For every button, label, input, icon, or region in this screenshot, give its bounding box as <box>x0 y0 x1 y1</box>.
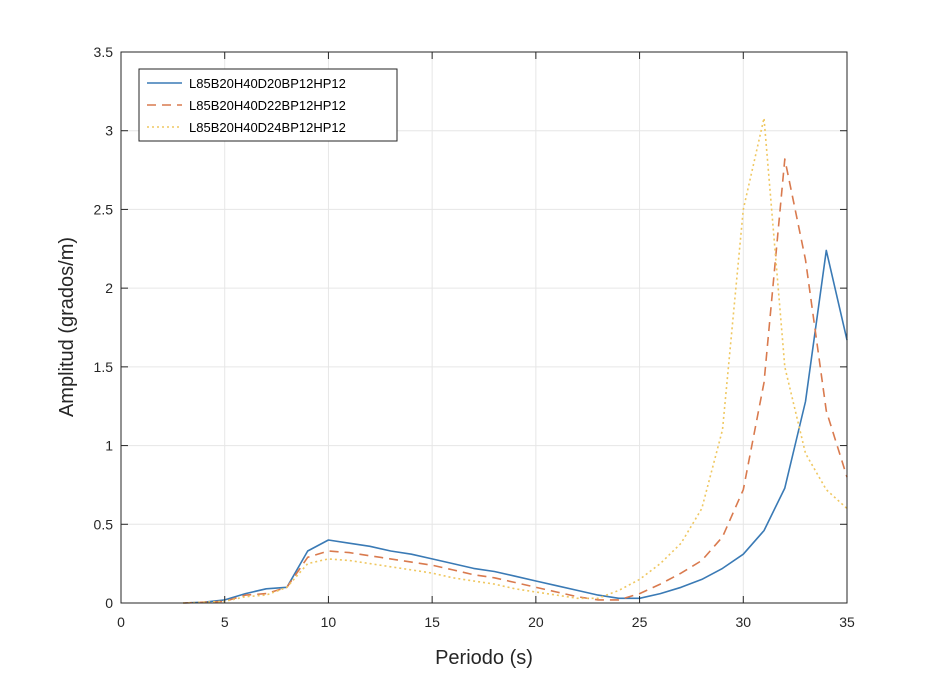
y-tick-label: 0.5 <box>94 516 114 532</box>
axis-ticks: 0 5 10 15 20 25 30 35 0 0.5 1 1.5 2 2.5 3 3.5 <box>94 44 855 630</box>
x-tick-label: 25 <box>632 614 648 630</box>
series-lines <box>183 117 848 604</box>
legend-label-3: L85B20H40D24BP12HP12 <box>189 120 346 135</box>
y-axis-label: Amplitud (grados/m) <box>56 237 78 417</box>
plot-area: 0 5 10 15 20 25 30 35 0 0.5 1 1.5 2 2.5 3 3.5 <box>94 44 855 630</box>
y-tick-label: 3.5 <box>94 44 114 60</box>
x-tick-label: 15 <box>424 614 440 630</box>
legend-label-2: L85B20H40D22BP12HP12 <box>189 98 346 113</box>
series-line-1 <box>183 249 848 604</box>
y-tick-label: 1.5 <box>94 359 114 375</box>
x-tick-label: 5 <box>221 614 229 630</box>
series-line-3 <box>183 117 848 604</box>
legend-label-1: L85B20H40D20BP12HP12 <box>189 76 346 91</box>
x-tick-label: 30 <box>735 614 751 630</box>
y-tick-label: 3 <box>105 123 113 139</box>
plot-background <box>121 52 847 603</box>
x-tick-label: 20 <box>528 614 544 630</box>
y-tick-label: 2 <box>105 280 113 296</box>
legend: L85B20H40D20BP12HP12 L85B20H40D22BP12HP12… <box>138 68 398 142</box>
plot-frame <box>120 51 848 604</box>
y-tick-label: 2.5 <box>94 201 114 217</box>
x-tick-label: 10 <box>321 614 337 630</box>
y-tick-label: 0 <box>105 595 113 611</box>
x-tick-label: 35 <box>839 614 855 630</box>
x-tick-label: 0 <box>117 614 125 630</box>
series-line-2 <box>183 158 848 604</box>
x-axis-label: Periodo (s) <box>435 647 533 669</box>
y-tick-label: 1 <box>105 438 113 454</box>
